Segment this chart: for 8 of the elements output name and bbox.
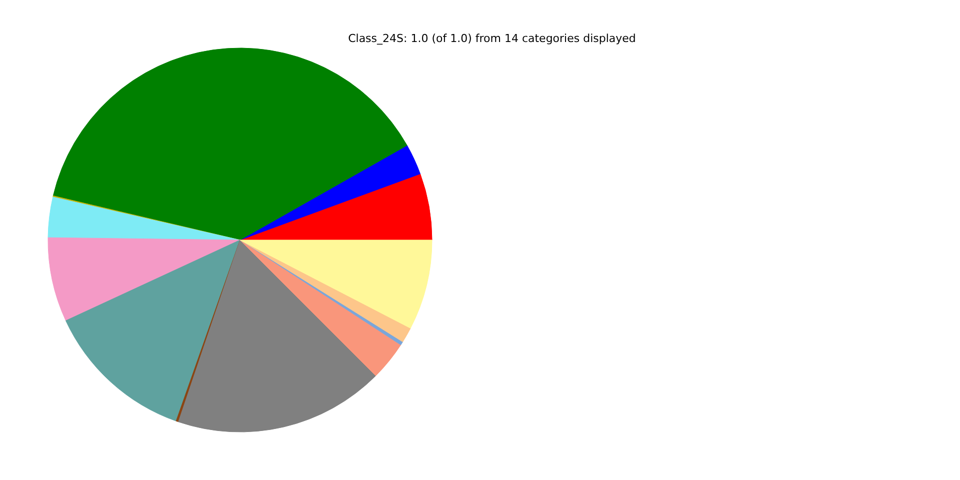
pie-slice bbox=[52, 48, 408, 240]
text: Class_24S: 1.0 (of 1.0) from 14 categories displayed bbox=[348, 32, 636, 46]
pie-slice bbox=[240, 145, 420, 240]
pie-slice bbox=[66, 240, 240, 422]
pie-slice bbox=[240, 240, 432, 328]
pie-slice bbox=[178, 240, 376, 432]
pie-slice bbox=[240, 240, 402, 376]
pie-slice bbox=[48, 237, 240, 321]
